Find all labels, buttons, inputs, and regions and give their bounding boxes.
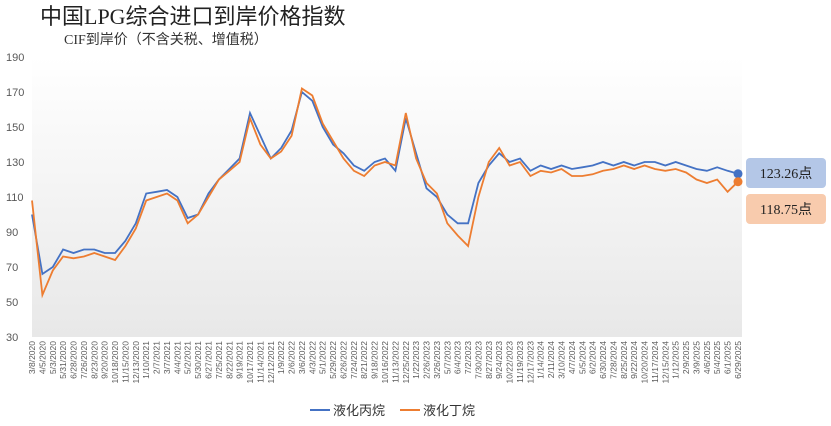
y-tick-label: 190 — [6, 52, 24, 64]
x-tick-label: 2/9/2025 — [681, 341, 691, 374]
end-point — [733, 177, 743, 187]
x-tick-label: 3/9/2025 — [691, 341, 701, 374]
x-tick-label: 5/30/2021 — [193, 341, 203, 379]
x-tick-label: 8/22/2021 — [224, 341, 234, 379]
x-tick-label: 8/23/2020 — [89, 341, 99, 379]
x-tick-label: 6/30/2024 — [598, 341, 608, 379]
x-tick-label: 5/31/2020 — [58, 341, 68, 379]
end-label-box — [746, 158, 826, 188]
x-tick-label: 7/25/2021 — [214, 341, 224, 379]
x-tick-label: 7/28/2024 — [608, 341, 618, 379]
x-tick-label: 10/16/2022 — [380, 341, 390, 384]
x-tick-label: 9/20/2020 — [100, 341, 110, 379]
x-tick-label: 2/7/2021 — [152, 341, 162, 374]
x-tick-label: 4/6/2025 — [702, 341, 712, 374]
x-tick-label: 3/10/2024 — [557, 341, 567, 379]
x-tick-label: 7/26/2020 — [79, 341, 89, 379]
y-tick-label: 130 — [6, 157, 24, 169]
x-tick-label: 3/8/2020 — [27, 341, 37, 374]
series-line — [31, 90, 739, 276]
x-tick-label: 6/29/2025 — [733, 341, 743, 379]
x-tick-label: 11/13/2022 — [390, 341, 400, 383]
x-tick-label: 6/26/2022 — [338, 341, 348, 379]
x-tick-label: 1/14/2024 — [536, 341, 546, 379]
x-tick-label: 10/18/2020 — [110, 341, 120, 384]
x-tick-label: 11/19/2023 — [515, 341, 525, 383]
x-tick-label: 9/19/2021 — [235, 341, 245, 379]
x-tick-label: 2/11/2024 — [546, 341, 556, 378]
x-tick-label: 1/12/2025 — [671, 341, 681, 379]
x-tick-label: 5/5/2024 — [577, 341, 587, 374]
x-tick-label: 6/28/2020 — [69, 341, 79, 379]
x-tick-label: 2/26/2023 — [422, 341, 432, 379]
x-tick-label: 8/25/2024 — [619, 341, 629, 379]
y-tick-label: 90 — [6, 227, 18, 239]
x-tick-label: 4/5/2020 — [37, 341, 47, 374]
chart-title: 中国LPG综合进口到岸价格指数 — [40, 4, 346, 29]
x-tick-label: 5/1/2022 — [318, 341, 328, 374]
y-tick-label: 70 — [6, 262, 18, 274]
x-tick-label: 10/20/2024 — [640, 341, 650, 384]
x-tick-label: 4/4/2021 — [172, 341, 182, 374]
x-tick-label: 5/7/2023 — [442, 341, 452, 374]
x-tick-label: 9/22/2024 — [629, 341, 639, 379]
x-tick-label: 3/26/2023 — [432, 341, 442, 379]
end-point — [733, 169, 743, 179]
x-tick-label: 4/7/2024 — [567, 341, 577, 374]
x-tick-label: 7/30/2023 — [473, 341, 483, 379]
x-tick-label: 4/3/2022 — [307, 341, 317, 374]
x-tick-label: 12/15/2024 — [660, 341, 670, 384]
x-tick-label: 11/17/2024 — [650, 341, 660, 383]
x-tick-label: 8/27/2023 — [484, 341, 494, 379]
x-tick-label: 1/22/2023 — [411, 341, 421, 379]
x-tick-label: 5/3/2020 — [48, 341, 58, 374]
x-tick-label: 5/4/2025 — [712, 341, 722, 374]
x-tick-label: 12/12/2021 — [266, 341, 276, 384]
x-tick-label: 6/2/2024 — [588, 341, 598, 374]
x-tick-label: 3/7/2021 — [162, 341, 172, 374]
y-tick-label: 110 — [6, 192, 24, 204]
x-tick-label: 7/24/2022 — [349, 341, 359, 379]
x-tick-label: 12/17/2023 — [525, 341, 535, 384]
series-line — [31, 87, 739, 299]
x-tick-label: 8/21/2022 — [359, 341, 369, 379]
x-tick-label: 11/14/2021 — [255, 341, 265, 383]
y-tick-label: 50 — [6, 297, 18, 309]
end-label: 123.26点 — [760, 166, 813, 182]
x-tick-label: 7/2/2023 — [463, 341, 473, 374]
x-tick-label: 5/29/2022 — [328, 341, 338, 379]
legend-label: 液化丁烷 — [423, 403, 475, 418]
x-tick-label: 10/22/2023 — [505, 341, 515, 384]
x-tick-label: 10/17/2021 — [245, 341, 255, 384]
x-tick-label: 2/6/2022 — [287, 341, 297, 374]
y-tick-label: 150 — [6, 122, 24, 134]
end-label-box — [746, 194, 826, 224]
plot-background — [32, 57, 742, 337]
x-tick-label: 1/9/2022 — [276, 341, 286, 374]
x-tick-label: 6/27/2021 — [204, 341, 214, 379]
x-tick-label: 9/24/2023 — [494, 341, 504, 379]
x-tick-label: 3/6/2022 — [297, 341, 307, 374]
x-tick-label: 1/10/2021 — [141, 341, 151, 379]
x-tick-label: 9/18/2022 — [370, 341, 380, 379]
chart-subtitle: CIF到岸价（不含关税、增值税） — [64, 32, 268, 48]
x-tick-label: 12/13/2020 — [131, 341, 141, 384]
y-tick-label: 30 — [6, 332, 18, 344]
x-tick-label: 11/15/2020 — [120, 341, 130, 383]
y-tick-label: 170 — [6, 87, 24, 99]
x-tick-label: 6/1/2025 — [723, 341, 733, 374]
x-tick-label: 5/2/2021 — [183, 341, 193, 374]
end-label: 118.75点 — [760, 202, 812, 218]
x-tick-label: 12/25/2022 — [401, 341, 411, 384]
legend-label: 液化丙烷 — [333, 403, 385, 418]
x-tick-label: 6/4/2023 — [453, 341, 463, 374]
